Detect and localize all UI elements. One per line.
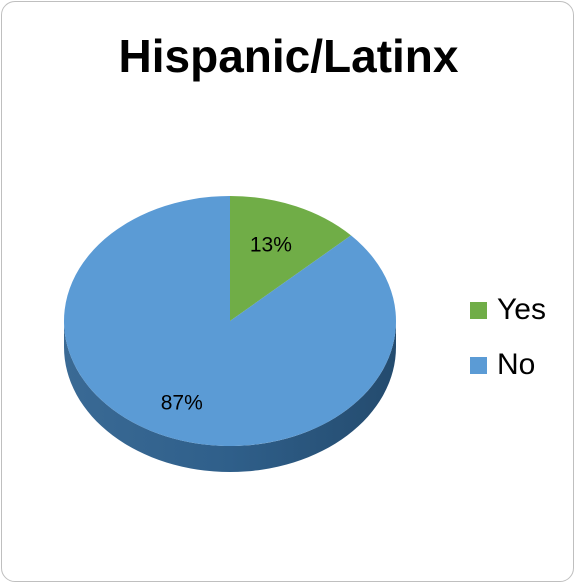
data-label-no: 87% xyxy=(161,392,203,415)
legend-swatch-no xyxy=(470,356,487,374)
pie-side-surface xyxy=(64,321,396,472)
legend: Yes No xyxy=(470,290,546,400)
pie-slice-yes xyxy=(230,196,352,321)
pie-data-labels: 13% 87% xyxy=(161,233,292,414)
pie-side-depth xyxy=(64,321,396,472)
pie-slices xyxy=(63,196,396,447)
legend-item-no: No xyxy=(470,345,546,385)
pie-slice-no xyxy=(63,196,396,447)
chart-title: Hispanic/Latinx xyxy=(118,30,459,82)
data-label-yes: 13% xyxy=(250,233,292,256)
legend-swatch-yes xyxy=(470,301,487,319)
legend-label-yes: Yes xyxy=(497,293,546,326)
legend-item-yes: Yes xyxy=(470,290,546,330)
legend-label-no: No xyxy=(497,348,536,381)
